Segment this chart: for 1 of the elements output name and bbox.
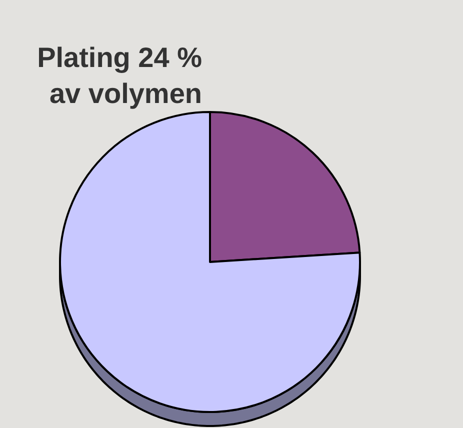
slice-label: Plating 24 % av volymen	[37, 42, 202, 109]
